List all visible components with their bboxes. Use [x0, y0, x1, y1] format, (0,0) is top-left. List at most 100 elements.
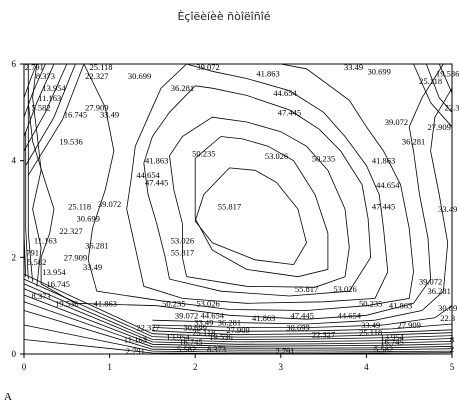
contour-label-83: 41.863	[372, 156, 395, 166]
contour-label-80: 33.49	[438, 204, 457, 214]
contour-label-5: 25.118	[89, 62, 112, 72]
contour-label-14: 44.654	[273, 88, 297, 98]
contour-label-51: 41.863	[252, 313, 275, 323]
contour-label-34: 5.582	[27, 257, 46, 267]
contour-label-15: 47.445	[278, 107, 301, 117]
x-tick-label-2: 2	[193, 362, 198, 372]
contour-label-13: 41.863	[256, 69, 279, 79]
contour-label-0: 2.791	[25, 62, 44, 72]
contour-label-76: 30.69	[438, 303, 457, 313]
contour-label-90: 30.699	[368, 66, 391, 76]
contour-label-70: 27.909	[398, 320, 421, 330]
contour-line-15	[23, 273, 453, 338]
contour-label-33: 791	[26, 248, 39, 258]
contour-label-84: 36.281	[402, 136, 425, 146]
contour-label-50: 27.909	[226, 325, 249, 335]
contour-label-53: 30.699	[286, 322, 309, 332]
contour-label-29: 36.281	[85, 240, 108, 250]
contour-label-35: 33.49	[83, 262, 102, 272]
contour-label-17: 41.863	[145, 156, 168, 166]
y-tick-label-2: 4	[12, 156, 17, 166]
x-tick-label-1: 1	[107, 362, 112, 372]
contour-line-25	[23, 63, 46, 118]
contour-line-26	[23, 63, 38, 98]
contour-label-31: 55.817	[171, 248, 194, 258]
contour-label-57: 16.745	[179, 337, 202, 347]
contour-line-27	[23, 63, 68, 152]
contour-label-60: 8.373	[207, 344, 226, 354]
contour-label-56: 13.954	[166, 332, 190, 342]
contour-label-10: 33.49	[100, 110, 119, 120]
contour-line-7	[32, 63, 42, 287]
corner-label: A	[4, 391, 12, 403]
contour-label-74: 39.072	[419, 277, 442, 287]
contour-label-26: 30.699	[77, 214, 100, 224]
contour-label-6: 22.327	[85, 71, 108, 81]
contour-label-4: 5.582	[32, 103, 51, 113]
contour-label-48: 30.699	[184, 322, 207, 332]
contour-label-39: 19.536	[55, 298, 78, 308]
contour-label-77: 22.3	[440, 313, 455, 323]
contour-label-59: 5.582	[177, 344, 196, 354]
contour-label-23: 55.817	[218, 202, 241, 212]
contour-label-1: 8.373	[36, 71, 55, 81]
contour-label-75: 36.281	[428, 286, 451, 296]
contour-line-19	[23, 294, 453, 347]
plot-frame	[23, 63, 453, 355]
contour-line-16	[23, 278, 453, 340]
contour-label-65: 50.235	[359, 298, 382, 308]
x-tick-label-4: 4	[364, 362, 369, 372]
contour-line-10	[152, 305, 453, 328]
y-tick-label-0: 0	[12, 349, 17, 359]
contour-line-28	[25, 63, 76, 166]
contour-label-36: 13.954	[42, 267, 66, 277]
contour-line-29	[27, 63, 85, 176]
contour-label-47: 22.327	[136, 322, 159, 332]
contour-label-66: 44.654	[338, 310, 362, 320]
contour-label-38: 8.373	[32, 291, 51, 301]
contour-label-25: 39.072	[98, 199, 121, 209]
contour-label-40: 41.863	[94, 298, 117, 308]
contour-label-64: 53.026	[333, 284, 356, 294]
contour-label-42: 53.026	[196, 298, 219, 308]
contour-label-18: 50.235	[192, 148, 215, 158]
contour-label-21: 44.654	[136, 170, 160, 180]
axes: 0 1 2 3 4 5 0 2 4 6	[12, 59, 455, 372]
contour-label-30: 53.026	[171, 235, 194, 245]
contour-label-12: 39.072	[196, 62, 219, 72]
contour-line-0	[27, 63, 444, 320]
contour-label-52: 47.445	[291, 310, 314, 320]
contour-label-55: 11.163	[124, 335, 147, 345]
contour-label-7: 30.699	[128, 71, 151, 81]
contour-label-16: 19.536	[59, 136, 82, 146]
y-tick-label-1: 2	[12, 252, 17, 262]
contour-label-69: 25.118	[359, 327, 382, 337]
contour-line-5	[194, 136, 329, 278]
y-tick-label-3: 6	[12, 59, 17, 69]
contour-line-12	[152, 323, 453, 332]
contour-label-24: 25.118	[68, 202, 91, 212]
contour-label-3: 11.163	[38, 93, 61, 103]
contour-label-28: 11.163	[34, 235, 57, 245]
contour-line-30	[425, 63, 453, 113]
contour-label-63: 55.817	[295, 284, 318, 294]
contour-label-8: 27.909	[85, 103, 108, 113]
contour-label-88: 25.118	[419, 76, 442, 86]
contour-line-17	[23, 283, 453, 343]
contour-line-31	[413, 63, 453, 128]
contour-label-27: 22.327	[59, 226, 82, 236]
contour-label-45: 33.49	[194, 318, 213, 328]
contour-label-85: 39.072	[385, 117, 408, 127]
contour-line-3	[143, 85, 372, 297]
contour-label-61: 2.791	[126, 346, 145, 356]
contour-line-21	[23, 310, 453, 351]
contour-label-54: 22.327	[312, 330, 335, 340]
contour-label-20: 50.235	[312, 153, 335, 163]
contour-line-14	[152, 329, 453, 336]
contour-line-9	[27, 88, 33, 282]
contour-label-32: 27.909	[64, 252, 87, 262]
contour-label-91: 33.49	[344, 62, 363, 72]
contour-line-22	[23, 324, 453, 353]
